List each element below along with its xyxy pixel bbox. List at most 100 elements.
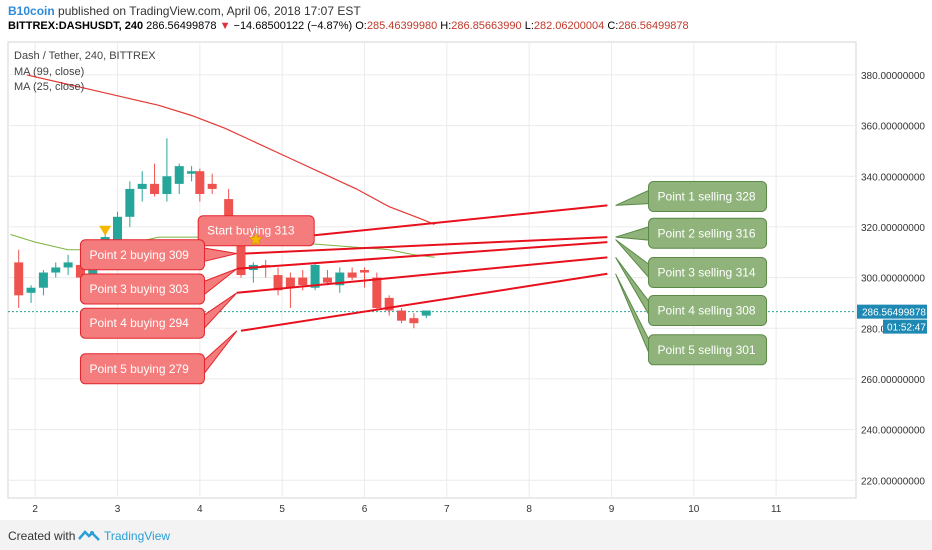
trend-line (240, 272, 608, 332)
trend-line (259, 204, 608, 242)
trend-line (236, 241, 608, 270)
created-with: Created with (8, 529, 76, 543)
candle-body (162, 176, 172, 194)
legend-ma25: MA (25, close) (14, 81, 84, 93)
x-tick-label: 9 (609, 504, 615, 515)
publish-info: published on TradingView.com, April 06, … (58, 4, 361, 18)
high-label: H: (440, 20, 452, 32)
x-tick-label: 6 (362, 504, 368, 515)
candle-body (409, 318, 419, 324)
open-value: 285.46399980 (366, 20, 438, 32)
callouts: Start buying 313 Point 2 buying 309 Point … (79, 181, 768, 385)
author-link[interactable]: B10coin (8, 4, 55, 18)
x-tick-label: 8 (526, 504, 532, 515)
callout-label: Point 1 selling 328 (658, 190, 756, 204)
candle-body (195, 171, 205, 194)
y-tick-label: 340.00000000 (861, 172, 925, 183)
candle-body (26, 287, 36, 293)
y-tick-label: 360.00000000 (861, 122, 925, 133)
x-tick-label: 4 (197, 504, 203, 515)
low-value: 282.06200004 (533, 20, 605, 32)
candle-body (63, 262, 73, 268)
axis-tags: 286.56499878 01:52:47 (857, 304, 927, 334)
star-icon (248, 231, 264, 246)
callout-box (648, 295, 768, 327)
candle-body (75, 264, 85, 278)
callout-label: Start buying 313 (207, 224, 295, 238)
trend-lines (236, 204, 608, 332)
candle-body (347, 272, 357, 278)
grid (8, 42, 856, 498)
last-price: 286.56499878 (146, 20, 217, 32)
legend-ma99: MA (99, close) (14, 66, 84, 78)
candle-body (137, 183, 147, 189)
candle-body (207, 183, 217, 189)
price-change: −14.68500122 (−4.87%) (233, 20, 353, 32)
callout-label: Point 3 buying 303 (89, 282, 189, 296)
candle-body (372, 277, 382, 308)
callout-label: Point 4 buying 294 (89, 316, 189, 330)
callout-label: Point 4 selling 308 (658, 304, 756, 318)
x-tick-label: 3 (115, 504, 121, 515)
symbol-label: BITTREX:DASHUSDT, 240 (8, 20, 144, 32)
y-tick-label: 240.00000000 (861, 426, 925, 437)
callout-box (79, 307, 205, 339)
candle-body (174, 166, 184, 184)
open-label: O: (355, 20, 367, 32)
candle-body (322, 277, 332, 283)
x-tick-label: 7 (444, 504, 450, 515)
price-chart[interactable]: 220.00000000240.00000000260.00000000280.… (0, 0, 932, 520)
x-tick-label: 11 (771, 504, 782, 515)
ma99-line (26, 74, 435, 225)
candle-body (150, 183, 160, 194)
tradingview-brand[interactable]: TradingView (104, 529, 171, 543)
candle-body (359, 270, 369, 273)
close-value: 286.56499878 (618, 20, 689, 32)
trend-line (236, 256, 608, 294)
x-tick-label: 10 (688, 504, 700, 515)
tradingview-logo-icon[interactable] (78, 528, 100, 542)
candle-body (125, 188, 135, 217)
callout-box (648, 257, 768, 289)
candle-body (273, 275, 283, 291)
callout-label: Point 3 selling 314 (658, 266, 756, 280)
callout-box (648, 334, 768, 366)
candle-body (51, 267, 61, 273)
candle-body (310, 264, 320, 288)
publish-line: B10coin published on TradingView.com, Ap… (8, 4, 361, 18)
callout-label: Point 2 selling 316 (658, 226, 756, 240)
callout-label: Point 5 selling 301 (658, 343, 756, 357)
y-tick-label: 300.00000000 (861, 274, 925, 285)
y-tick-label: 220.00000000 (861, 476, 925, 487)
x-tick-label: 5 (279, 504, 285, 515)
down-arrow-icon: ▼ (219, 20, 231, 32)
candle-body (112, 216, 122, 243)
y-tick-label: 260.00000000 (861, 375, 925, 386)
candle-body (285, 277, 295, 288)
candle-body (236, 232, 246, 276)
price-tag: 286.56499878 (862, 308, 926, 319)
candle-body (384, 297, 394, 311)
low-label: L: (524, 20, 534, 32)
callout-label: Point 5 buying 279 (89, 362, 189, 376)
high-value: 286.85663990 (451, 20, 522, 32)
candle-body (14, 262, 24, 296)
candle-body (298, 277, 308, 286)
price-tag-bg (857, 304, 927, 319)
callout-box (79, 239, 205, 271)
markers (99, 225, 264, 246)
callout-label: Point 2 buying 309 (89, 248, 189, 262)
candle-body (397, 310, 407, 321)
y-tick-label: 320.00000000 (861, 223, 925, 234)
ohlc-line: BITTREX:DASHUSDT, 240 286.56499878 ▼ −14… (8, 20, 689, 32)
callout-box (79, 353, 205, 385)
callout-box (197, 215, 315, 247)
trend-line (245, 236, 608, 255)
footer: Created with TradingView (0, 520, 932, 550)
time-tag: 01:52:47 (887, 323, 926, 334)
candle-body (335, 272, 345, 286)
candle-body (421, 310, 431, 316)
time-tag-bg (883, 319, 927, 334)
candle-body (187, 171, 197, 174)
x-tick-label: 2 (32, 504, 38, 515)
